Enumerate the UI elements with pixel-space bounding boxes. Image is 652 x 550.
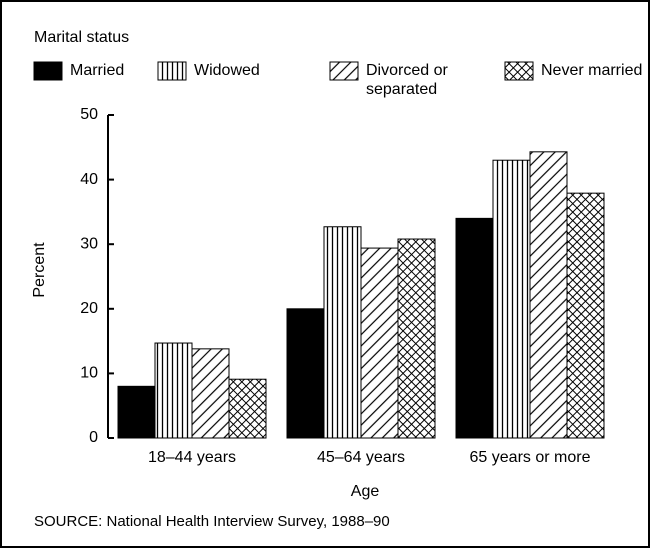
legend-swatch xyxy=(329,61,359,81)
y-tick-label: 40 xyxy=(80,171,98,188)
x-axis-label: Age xyxy=(351,483,380,500)
legend-item: Never married xyxy=(541,62,643,79)
bar xyxy=(228,378,267,439)
y-tick-label: 30 xyxy=(80,235,98,252)
bar xyxy=(154,342,193,439)
legend-swatch xyxy=(33,61,63,81)
bar xyxy=(455,217,494,439)
legend-label: Divorced or separated xyxy=(366,62,448,98)
bar xyxy=(360,247,399,439)
legend-label: Married xyxy=(70,62,125,79)
y-axis-label: Percent xyxy=(31,242,48,298)
legend-label: Widowed xyxy=(194,62,260,79)
x-tick-label: 18–44 years xyxy=(148,449,236,466)
y-tick-label: 20 xyxy=(80,300,98,317)
bar xyxy=(191,348,230,439)
y-tick-label: 0 xyxy=(89,429,98,446)
y-tick-label: 10 xyxy=(80,365,98,382)
bar xyxy=(397,238,436,439)
x-tick-label: 45–64 years xyxy=(317,449,405,466)
bar xyxy=(323,226,362,439)
legend-item: Widowed xyxy=(194,62,260,79)
legend-label: Never married xyxy=(541,62,643,79)
source-note: SOURCE: National Health Interview Survey… xyxy=(34,513,390,530)
bar xyxy=(566,192,605,439)
bar xyxy=(492,159,531,439)
bar xyxy=(529,151,568,439)
legend-item: Divorced or separated xyxy=(366,62,448,98)
legend-title: Marital status xyxy=(34,29,129,46)
legend-item: Married xyxy=(70,62,125,79)
legend-swatch xyxy=(504,61,534,81)
y-tick-label: 50 xyxy=(80,106,98,123)
bar xyxy=(117,385,156,439)
x-tick-label: 65 years or more xyxy=(470,449,591,466)
bar xyxy=(286,308,325,439)
legend-swatch xyxy=(157,61,187,81)
